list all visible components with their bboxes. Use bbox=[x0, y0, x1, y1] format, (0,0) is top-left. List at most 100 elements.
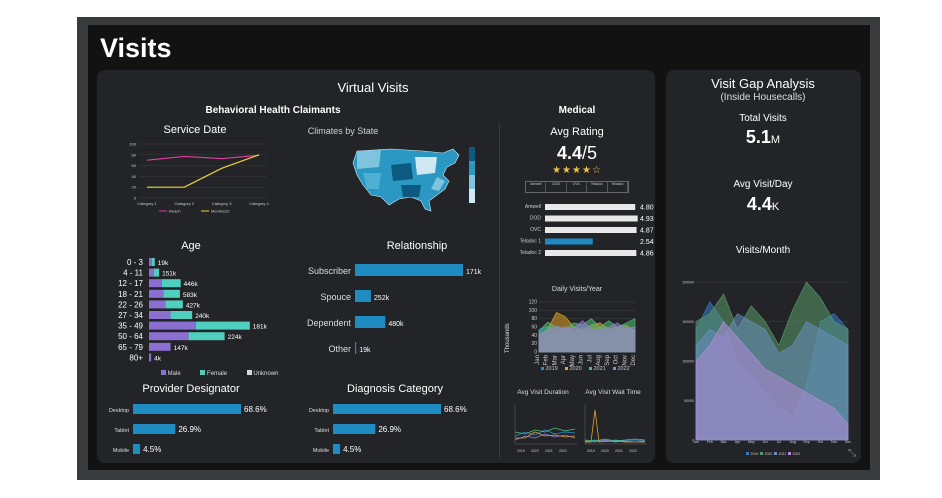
month-legend-swatch bbox=[760, 452, 763, 455]
legend-female-swatch bbox=[200, 370, 206, 375]
age-bar-segment bbox=[195, 321, 250, 330]
daily-xtick: Jul bbox=[587, 355, 593, 363]
medical-bar bbox=[545, 227, 637, 233]
dashboard-screen: Visits Virtual Visits Behavioral Health … bbox=[88, 25, 870, 470]
daily-legend-swatch bbox=[565, 367, 568, 370]
diagnosis-category-label: Tablet bbox=[314, 428, 329, 434]
visit-gap-panel: Visit Gap Analysis (Inside Housecalls) T… bbox=[666, 70, 861, 463]
svc-line-1 bbox=[147, 154, 260, 188]
age-value-label: 224k bbox=[228, 334, 243, 341]
duration-line-2022 bbox=[514, 433, 576, 441]
avg-rating-label: Avg Rating bbox=[550, 126, 604, 138]
relationship-value-label: 171k bbox=[466, 269, 482, 276]
age-bar-segment bbox=[149, 279, 162, 288]
medical-category-label: Amwell bbox=[525, 204, 541, 210]
wait-line-2019 bbox=[584, 439, 646, 443]
age-category-label: 50 - 64 bbox=[118, 332, 143, 341]
diagnosis-chart: Desktop 68.6% Tablet 26.9% Mobile 4.5% bbox=[309, 404, 467, 454]
relationship-chart: Subscriber 171k Spouce 252k Dependent 480k Oth… bbox=[307, 264, 482, 354]
month-legend-swatch bbox=[788, 452, 791, 455]
relationship-bar bbox=[355, 290, 371, 302]
medical-value-label: 4.86 bbox=[640, 251, 654, 258]
age-bar-segment bbox=[149, 342, 171, 351]
map-scale-3 bbox=[469, 175, 475, 189]
provider-category-label: Mobile bbox=[113, 448, 129, 454]
svc-xtick: Category 2 bbox=[175, 201, 195, 206]
medical-bar bbox=[545, 215, 638, 222]
svc-ytick: 80 bbox=[132, 152, 137, 157]
relationship-value-label: 252k bbox=[374, 295, 390, 302]
month-xtick: Feb bbox=[707, 440, 713, 444]
us-map-region-3 bbox=[415, 157, 437, 175]
map-scale-1 bbox=[469, 147, 475, 161]
daily-xtick: Nov bbox=[622, 355, 628, 366]
page-title: Visits bbox=[100, 33, 172, 63]
provider-value-label: 26.9% bbox=[178, 425, 201, 434]
daily-xtick: Sep bbox=[605, 354, 611, 365]
rating-table-header: OVC bbox=[567, 182, 588, 192]
provider-bar bbox=[133, 444, 141, 454]
daily-xtick: Jun bbox=[579, 355, 585, 365]
month-ytick: 200000 bbox=[682, 281, 694, 285]
expand-icon[interactable]: ⤡ bbox=[848, 448, 856, 459]
us-map bbox=[352, 147, 475, 212]
medical-category-label: DOD bbox=[530, 216, 542, 222]
provider-value-label: 68.6% bbox=[244, 405, 267, 414]
month-legend-label: 2022 bbox=[793, 452, 801, 456]
age-bar-segment bbox=[149, 289, 164, 298]
month-ytick: 50000 bbox=[684, 399, 694, 403]
age-bar-segment bbox=[163, 289, 180, 298]
month-ytick: 150000 bbox=[682, 320, 694, 324]
month-xtick: Jun bbox=[762, 440, 768, 444]
daily-area-2022 bbox=[538, 320, 636, 353]
daily-ytick: 120 bbox=[529, 300, 538, 306]
diagnosis-value-label: 26.9% bbox=[378, 425, 401, 434]
daily-xtick: Jan bbox=[535, 355, 541, 365]
us-map-region-2 bbox=[391, 163, 413, 181]
avg-wait-title: Avg Visit Wait Time bbox=[585, 389, 641, 396]
age-bar-segment bbox=[149, 268, 155, 277]
age-bar-segment bbox=[149, 311, 171, 319]
month-xtick: Nov bbox=[831, 440, 837, 444]
month-legend-label: 2019 bbox=[751, 452, 759, 456]
age-value-label: 240k bbox=[195, 313, 210, 320]
daily-xtick: Oct bbox=[614, 355, 620, 365]
visit-gap-subtitle: (Inside Housecalls) bbox=[720, 92, 806, 103]
rating-table-header: Teladoc bbox=[608, 182, 629, 192]
svc-legend-label: Mentions2 bbox=[211, 209, 230, 214]
month-legend-swatch bbox=[774, 452, 777, 455]
age-category-label: 12 - 17 bbox=[118, 279, 143, 288]
month-xtick: Jan bbox=[693, 440, 699, 444]
avg-visit-day-label: Avg Visit/Day bbox=[733, 179, 793, 190]
diagnosis-value-label: 4.5% bbox=[343, 445, 361, 454]
daily-xtick: Feb bbox=[544, 354, 550, 365]
virtual-visits-title: Virtual Visits bbox=[337, 80, 409, 95]
visits-month-title: Visits/Month bbox=[735, 245, 791, 256]
daily-xtick: Mar bbox=[552, 355, 558, 365]
diagnosis-title: Diagnosis Category bbox=[347, 383, 443, 395]
age-bar-segment bbox=[149, 321, 196, 330]
avg-wait-chart: 2019 2020 2021 2022 bbox=[584, 404, 647, 453]
month-xtick: Dec bbox=[845, 440, 851, 444]
daily-ytick: 40 bbox=[531, 333, 537, 339]
month-xtick: Sep bbox=[803, 440, 809, 444]
daily-ytick: 80 bbox=[531, 316, 537, 322]
age-category-label: 4 - 11 bbox=[123, 269, 143, 278]
provider-category-label: Tablet bbox=[114, 428, 129, 434]
daily-legend-label: 2022 bbox=[618, 366, 630, 372]
daily-ytick: 100 bbox=[529, 308, 538, 314]
medical-value-label: 4.80 bbox=[640, 205, 654, 212]
age-value-label: 19k bbox=[158, 260, 169, 267]
daily-xtick: Aug bbox=[596, 355, 602, 366]
section-divider bbox=[499, 124, 500, 459]
duration-legend-2019: 2019 bbox=[517, 449, 525, 453]
age-value-label: 583k bbox=[183, 292, 198, 299]
duration-legend-2020: 2020 bbox=[531, 449, 539, 453]
avg-duration-chart: 2019 2020 2021 2022 bbox=[514, 404, 577, 453]
age-bar-segment bbox=[170, 311, 193, 319]
age-bar-segment bbox=[165, 300, 183, 309]
age-category-label: 65 - 79 bbox=[118, 343, 143, 352]
daily-legend-swatch bbox=[589, 367, 592, 370]
age-chart: 0 - 3 19k 4 - 11 151k 12 - 17 446k 18 - 21 583k… bbox=[118, 258, 268, 362]
